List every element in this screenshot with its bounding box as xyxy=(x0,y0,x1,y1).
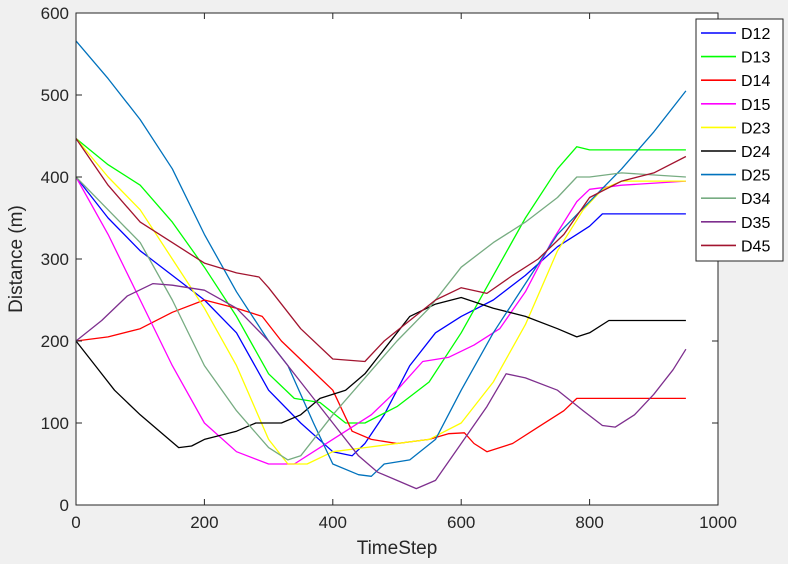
legend-label-d34: D34 xyxy=(741,191,770,208)
y-tick-label: 100 xyxy=(41,414,69,433)
x-tick-label: 800 xyxy=(575,513,603,532)
series-line-d45 xyxy=(75,138,687,363)
series-line-d34 xyxy=(75,172,686,461)
series-line-d15 xyxy=(75,176,686,465)
series-line-d24 xyxy=(75,296,686,449)
legend-label-d14: D14 xyxy=(741,73,770,90)
legend-label-d24: D24 xyxy=(741,144,770,161)
legend-label-d25: D25 xyxy=(741,168,770,185)
legend-label-d15: D15 xyxy=(741,97,770,114)
x-axis-label: TimeStep xyxy=(357,538,438,559)
x-tick-label: 0 xyxy=(71,513,80,532)
legend-label-d13: D13 xyxy=(741,50,770,67)
legend-box xyxy=(695,18,784,262)
legend: D12 D13 D14 D15 D23 D24 D25 D34 D35 D45 xyxy=(695,18,784,262)
y-tick-label: 500 xyxy=(41,86,69,105)
series-line-d23 xyxy=(75,138,686,465)
axis-ticks: 0 200 400 600 800 1000 0 100 200 300 400 500 600 xyxy=(41,4,737,532)
legend-label-d23: D23 xyxy=(741,120,770,137)
y-tick-label: 200 xyxy=(41,332,69,351)
legend-label-d12: D12 xyxy=(741,26,770,43)
y-tick-label: 400 xyxy=(41,168,69,187)
series-line-d13 xyxy=(75,137,686,424)
series-line-d25 xyxy=(75,40,687,477)
legend-label-d45: D45 xyxy=(741,238,770,255)
y-axis-label: Distance (m) xyxy=(6,205,27,313)
x-tick-label: 400 xyxy=(319,513,347,532)
x-tick-label: 600 xyxy=(447,513,475,532)
x-tick-label: 200 xyxy=(190,513,218,532)
plot-area xyxy=(76,13,718,505)
y-tick-label: 300 xyxy=(41,250,69,269)
x-tick-label: 1000 xyxy=(699,513,737,532)
y-tick-label: 0 xyxy=(60,496,69,515)
series-line-d35 xyxy=(75,282,687,490)
y-tick-label: 600 xyxy=(41,4,69,23)
legend-label-d35: D35 xyxy=(741,215,770,232)
series-layer xyxy=(75,40,687,490)
